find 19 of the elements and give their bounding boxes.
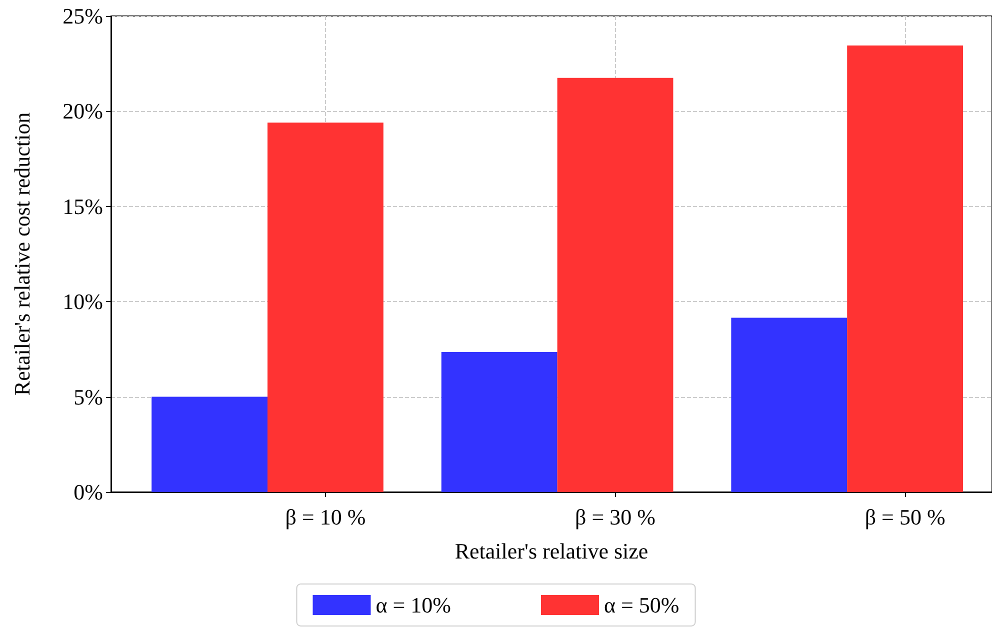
y-tick-label: 20% [62,98,103,124]
bar [152,396,268,492]
bar [731,318,848,492]
bar [557,78,674,492]
x-tick-label: β = 10 % [285,504,366,530]
x-tick-label: β = 30 % [575,504,656,530]
y-tick-label: 15% [62,194,103,219]
bar [441,352,558,492]
legend-label: α = 10% [376,592,452,618]
bar [847,46,964,492]
legend-label: α = 50% [604,592,680,618]
x-axis-title: Retailer's relative size [454,538,648,564]
y-tick-label: 5% [74,384,103,410]
y-tick-label: 0% [74,480,103,504]
x-tick-label: β = 50 % [864,504,946,530]
y-tick-label: 10% [62,289,103,314]
y-tick-label: 25% [62,4,103,28]
bar [267,122,384,492]
y-axis-title: Retailer's relative cost reduction [10,112,34,396]
